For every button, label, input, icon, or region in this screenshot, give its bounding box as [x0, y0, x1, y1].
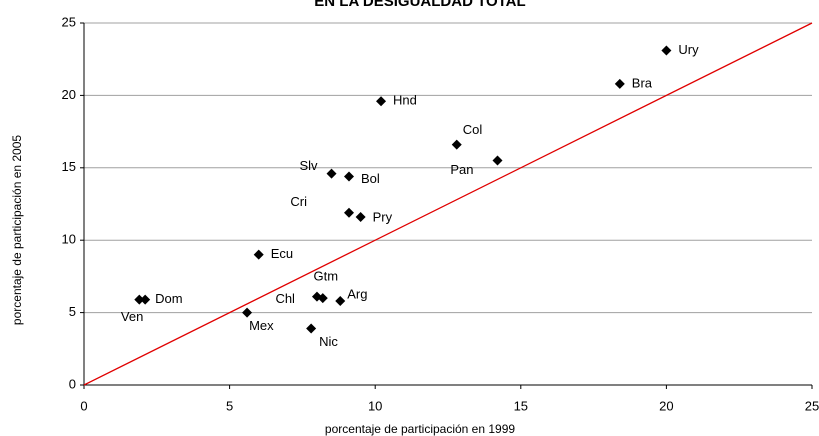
- point: [326, 168, 337, 179]
- point-label: Pan: [450, 162, 473, 177]
- point-label: Nic: [319, 334, 338, 349]
- point: [343, 171, 354, 182]
- x-tick-label: 25: [805, 398, 819, 413]
- point-label: Ven: [121, 309, 143, 324]
- point: [317, 293, 328, 304]
- point: [335, 296, 346, 307]
- point: [343, 207, 354, 218]
- point-label: Bra: [632, 75, 653, 90]
- point: [134, 294, 145, 305]
- x-tick-label: 10: [368, 398, 382, 413]
- point-label: Slv: [299, 158, 318, 173]
- y-tick-label: 20: [62, 87, 76, 102]
- x-tick-label: 5: [226, 398, 233, 413]
- point-label: Hnd: [393, 93, 417, 108]
- point: [451, 139, 462, 150]
- x-tick-label: 0: [80, 398, 87, 413]
- y-tick-label: 5: [69, 304, 76, 319]
- point: [614, 78, 625, 89]
- point-label: Arg: [347, 286, 367, 301]
- point-label: Bol: [361, 171, 380, 186]
- point: [242, 307, 253, 318]
- y-tick-label: 25: [62, 14, 76, 29]
- point-label: Cri: [290, 194, 307, 209]
- point-label: Dom: [155, 291, 182, 306]
- x-tick-label: 20: [659, 398, 673, 413]
- x-tick-label: 15: [514, 398, 528, 413]
- point-label: Gtm: [314, 269, 339, 284]
- point: [306, 323, 317, 334]
- point: [376, 96, 387, 107]
- y-tick-label: 0: [69, 376, 76, 391]
- point-label: Mex: [249, 318, 274, 333]
- point-label: Chl: [275, 291, 295, 306]
- x-axis-title: porcentaje de participación en 1999: [325, 422, 515, 436]
- point-label: Ecu: [271, 246, 293, 261]
- point-label: Pry: [373, 209, 393, 224]
- point: [355, 212, 366, 223]
- point-label: Col: [463, 122, 483, 137]
- point: [661, 45, 672, 56]
- y-tick-label: 10: [62, 232, 76, 247]
- y-axis-title: porcentaje de participación en 2005: [10, 135, 24, 325]
- point: [492, 155, 503, 166]
- point: [140, 294, 151, 305]
- reference-line: [83, 22, 813, 386]
- y-tick-label: 15: [62, 159, 76, 174]
- point: [253, 249, 264, 260]
- chart-title: EN LA DESIGUALDAD TOTAL: [314, 0, 525, 10]
- point-label: Ury: [678, 42, 699, 57]
